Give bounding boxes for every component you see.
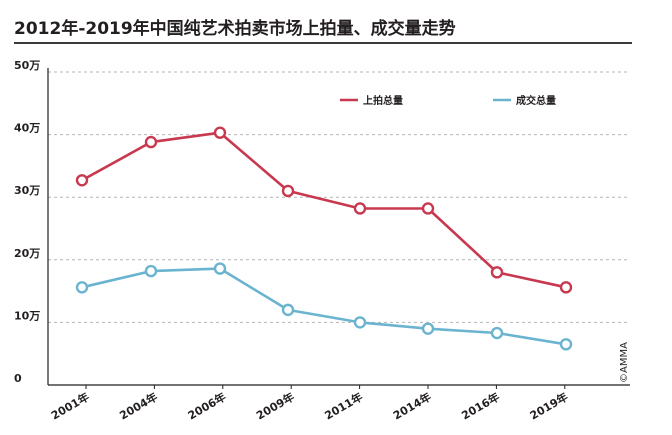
title-underline <box>14 42 632 44</box>
x-tick-label: 2009年 <box>254 389 297 422</box>
legend: 上拍总量 成交总量 <box>340 94 556 107</box>
data-point-marker <box>213 126 227 139</box>
y-tick-label: 20万 <box>14 247 40 260</box>
data-point-marker <box>281 184 295 198</box>
data-point-marker <box>75 174 89 187</box>
x-tick-label: 2004年 <box>117 389 160 422</box>
credit-label: ©AMMA <box>619 342 630 383</box>
x-axis-ticks: 2001年 2004年 2006年 2009年 2011年 2014年 2016年 2019年 <box>48 385 570 422</box>
data-point-marker <box>559 338 573 351</box>
data-point-marker <box>559 281 573 294</box>
data-point-marker <box>213 262 227 275</box>
series-line <box>80 267 568 346</box>
legend-label: 上拍总量 <box>363 94 403 107</box>
data-point-marker <box>421 322 435 335</box>
x-tick-label: 2001年 <box>48 389 91 422</box>
series-layer <box>75 126 573 351</box>
x-tick-label: 2011年 <box>322 389 365 422</box>
y-tick-label: 30万 <box>14 184 40 197</box>
data-point-marker <box>353 202 367 215</box>
data-point-marker <box>490 266 504 279</box>
y-axis-ticks: 0 10万 20万 30万 40万 50万 <box>14 59 40 385</box>
x-tick-label: 2016年 <box>459 389 502 422</box>
y-tick-label: 10万 <box>14 309 40 322</box>
data-point-marker <box>144 264 158 278</box>
data-point-marker <box>281 303 295 317</box>
y-tick-label: 0 <box>14 372 22 385</box>
data-point-marker <box>353 316 367 329</box>
x-tick-label: 2006年 <box>185 389 228 422</box>
data-point-marker <box>421 202 435 215</box>
series-line <box>80 131 568 289</box>
x-tick-label: 2014年 <box>390 389 433 422</box>
grid-lines <box>48 71 630 323</box>
data-point-marker <box>75 281 89 294</box>
y-tick-label: 40万 <box>14 122 40 135</box>
axes <box>47 68 630 386</box>
legend-label: 成交总量 <box>516 94 556 107</box>
chart-title: 2012年-2019年中国纯艺术拍卖市场上拍量、成交量走势 <box>14 19 456 39</box>
y-tick-label: 50万 <box>14 59 40 72</box>
data-point-marker <box>144 135 158 149</box>
data-point-marker <box>490 326 504 340</box>
x-tick-label: 2019年 <box>527 389 570 422</box>
